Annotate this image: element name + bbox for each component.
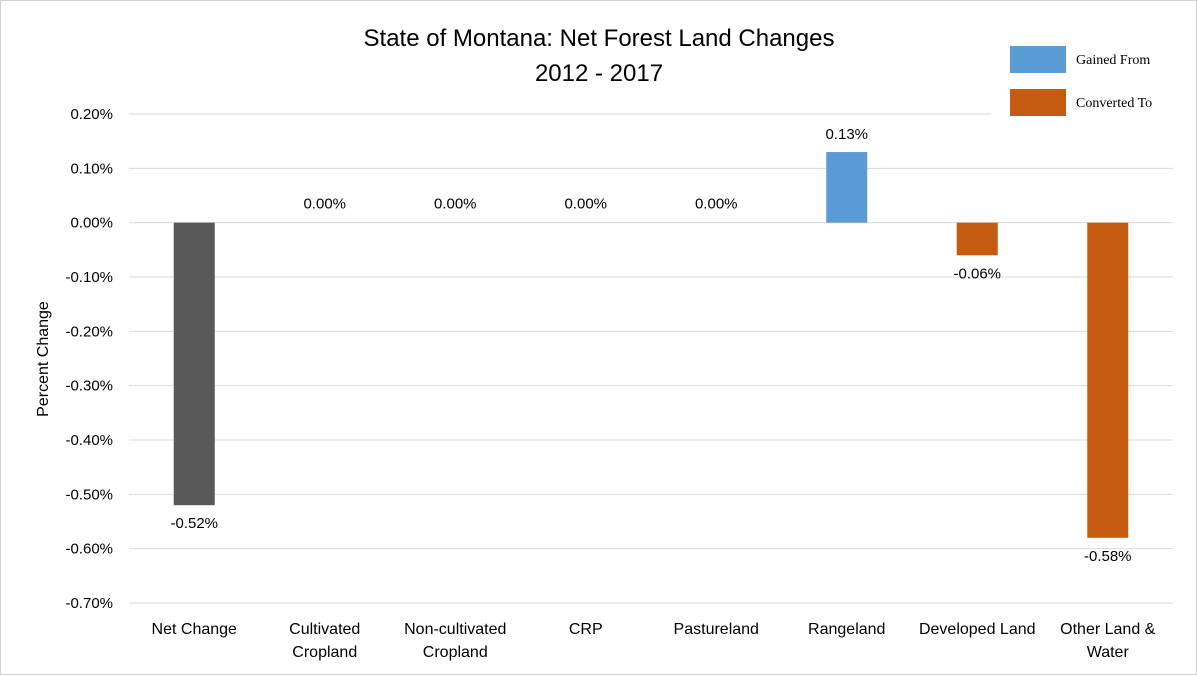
x-category-label: Non-cultivated Cropland — [404, 621, 506, 661]
data-label: 0.00% — [434, 196, 477, 213]
y-tick-label: 0.20% — [70, 106, 113, 123]
data-label: 0.00% — [564, 196, 607, 213]
legend-swatch — [1010, 89, 1066, 116]
bar — [173, 222, 215, 506]
y-tick-label: 0.00% — [70, 215, 113, 232]
chart-title: State of Montana: Net Forest Land Change… — [364, 25, 835, 52]
y-tick-label: -0.50% — [65, 486, 113, 503]
y-tick-label: -0.70% — [65, 595, 113, 612]
bars — [173, 152, 1129, 538]
x-category-label: Other Land & Water — [1060, 621, 1156, 661]
legend-label: Converted To — [1076, 96, 1152, 111]
y-tick-label: -0.20% — [65, 323, 113, 340]
y-axis-ticks: 0.20% 0.10% 0.00% -0.10% -0.20% -0.30% -0.40% -… — [65, 106, 113, 612]
legend: Gained From Converted To — [991, 33, 1191, 117]
data-label: 0.13% — [825, 126, 868, 143]
y-tick-label: -0.30% — [65, 378, 113, 395]
x-category-label: Pastureland — [674, 621, 759, 638]
x-category-label: Net Change — [152, 621, 237, 638]
x-category-label: Cultivated Cropland — [289, 621, 360, 661]
bar — [956, 222, 998, 256]
y-tick-label: -0.60% — [65, 541, 113, 558]
legend-swatch — [1010, 46, 1066, 73]
y-tick-label: -0.10% — [65, 269, 113, 286]
bar — [1087, 222, 1129, 538]
y-tick-label: 0.10% — [70, 160, 113, 177]
data-label: -0.58% — [1084, 548, 1132, 565]
gridlines — [129, 113, 1173, 604]
x-category-label: CRP — [569, 621, 603, 638]
legend-label: Gained From — [1076, 53, 1150, 68]
x-category-label: Rangeland — [808, 621, 885, 638]
data-label: 0.00% — [695, 196, 738, 213]
x-axis-categories: Net Change Cultivated Cropland Non-cultivat… — [152, 621, 1156, 661]
chart-subtitle: 2012 - 2017 — [535, 60, 663, 87]
data-labels: -0.52% 0.00% 0.00% 0.00% 0.00% 0.13% -0.06% -0.… — [170, 126, 1131, 565]
x-category-label: Developed Land — [919, 621, 1036, 638]
bar — [826, 152, 868, 223]
data-label: -0.52% — [170, 515, 218, 532]
y-axis-title: Percent Change — [35, 301, 52, 417]
y-tick-label: -0.40% — [65, 432, 113, 449]
data-label: 0.00% — [303, 196, 346, 213]
data-label: -0.06% — [953, 265, 1001, 282]
